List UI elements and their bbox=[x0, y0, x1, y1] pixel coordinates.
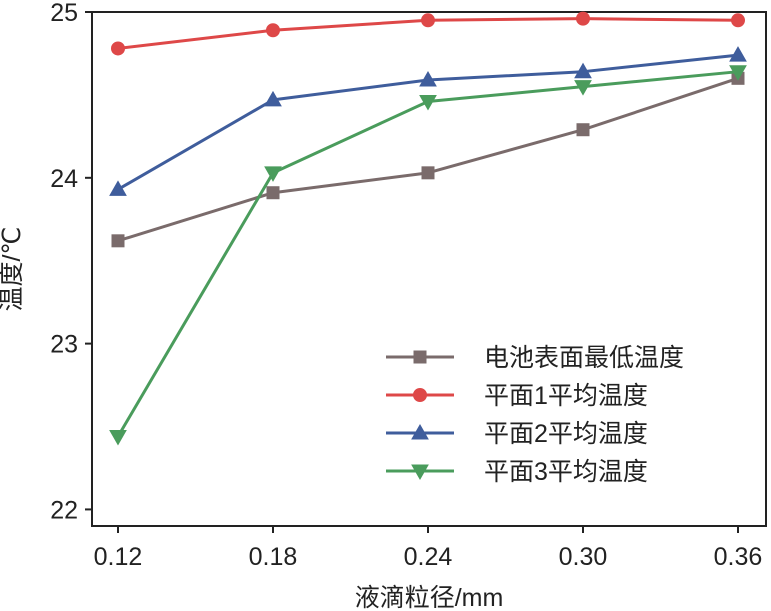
data-point bbox=[729, 46, 747, 62]
legend-label: 电池表面最低温度 bbox=[484, 344, 684, 372]
y-tick-label: 25 bbox=[50, 0, 78, 27]
data-point bbox=[264, 90, 282, 107]
data-point bbox=[111, 234, 125, 248]
legend-label: 平面3平均温度 bbox=[484, 458, 648, 486]
y-axis-label: 温度/℃ bbox=[0, 226, 26, 311]
data-point bbox=[729, 65, 747, 81]
data-point bbox=[266, 23, 280, 38]
legend-entry: 平面1平均温度 bbox=[386, 382, 648, 410]
series-4 bbox=[109, 65, 747, 446]
data-point bbox=[574, 80, 592, 96]
data-point bbox=[574, 62, 592, 79]
x-axis: 0.12 0.18 0.24 0.30 0.36 bbox=[94, 526, 763, 571]
x-tick-label: 0.18 bbox=[249, 543, 298, 571]
data-point bbox=[264, 166, 282, 182]
plot-frame bbox=[91, 11, 767, 527]
legend-label: 平面1平均温度 bbox=[484, 382, 648, 410]
data-point bbox=[421, 166, 435, 180]
data-point bbox=[419, 95, 437, 111]
x-tick-label: 0.30 bbox=[559, 543, 608, 571]
legend-marker bbox=[411, 423, 429, 440]
legend-label: 平面2平均温度 bbox=[484, 420, 648, 448]
y-tick-label: 23 bbox=[50, 331, 78, 359]
data-point bbox=[731, 13, 745, 28]
x-axis-label: 液滴粒径/mm bbox=[355, 584, 504, 611]
legend-marker bbox=[413, 350, 427, 364]
data-point bbox=[576, 123, 590, 137]
y-tick-label: 24 bbox=[50, 165, 78, 193]
data-point bbox=[576, 11, 590, 26]
series-2 bbox=[111, 11, 745, 56]
y-axis: 22 23 24 25 bbox=[50, 0, 92, 524]
plot-area bbox=[91, 11, 767, 527]
legend-marker bbox=[413, 388, 427, 402]
data-point bbox=[111, 41, 125, 56]
series-layer bbox=[109, 11, 747, 446]
legend-entry: 平面3平均温度 bbox=[386, 458, 648, 486]
legend-entry: 平面2平均温度 bbox=[386, 420, 648, 448]
series-3 bbox=[109, 46, 747, 196]
data-point bbox=[421, 13, 435, 28]
legend-entry: 电池表面最低温度 bbox=[386, 344, 684, 372]
x-tick-label: 0.24 bbox=[404, 543, 453, 571]
x-tick-label: 0.12 bbox=[94, 543, 143, 571]
y-tick-label: 22 bbox=[50, 496, 78, 524]
data-point bbox=[109, 429, 127, 446]
data-point bbox=[419, 70, 437, 87]
data-point bbox=[266, 186, 280, 200]
legend-marker bbox=[411, 464, 429, 481]
x-tick-label: 0.36 bbox=[714, 543, 763, 571]
data-point bbox=[109, 180, 127, 196]
